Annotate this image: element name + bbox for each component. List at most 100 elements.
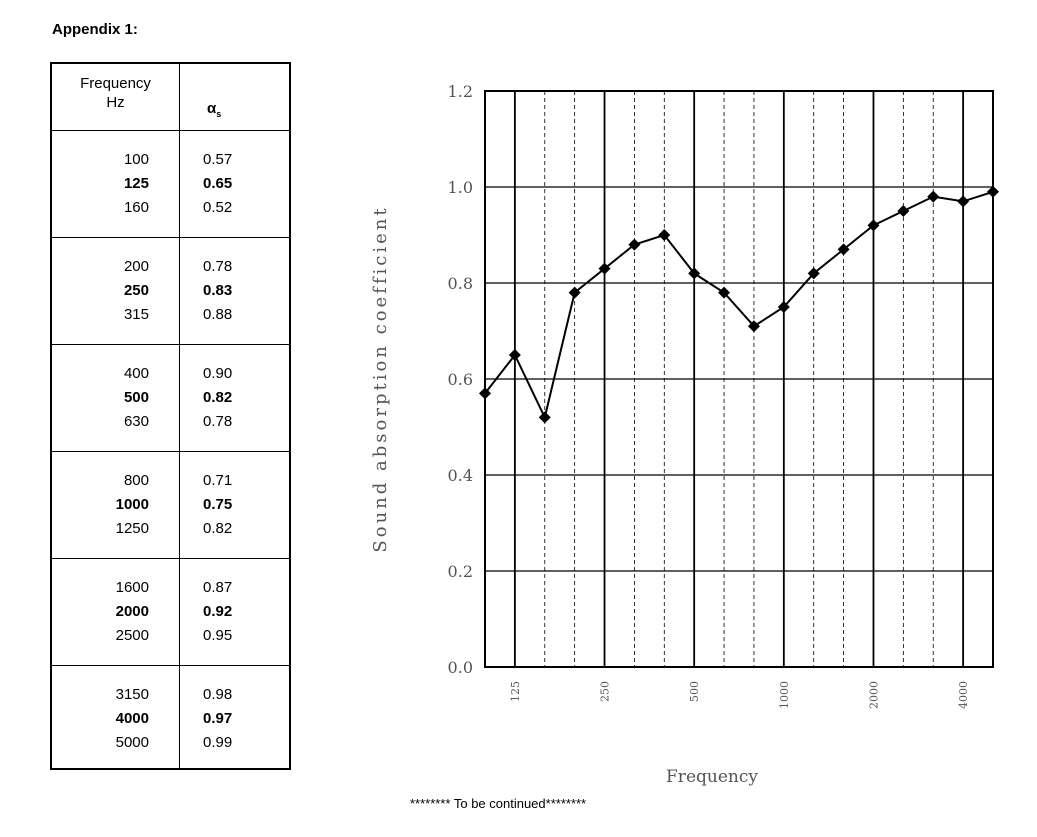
table-row: 100 0.57 bbox=[52, 148, 289, 172]
x-tick-label: 2000 bbox=[867, 681, 880, 709]
y-tick-label: 0.4 bbox=[448, 466, 473, 485]
frequency-cell: 400 bbox=[123, 365, 149, 382]
data-point-marker bbox=[628, 238, 641, 251]
data-point-marker bbox=[508, 349, 521, 361]
data-point-marker bbox=[688, 267, 701, 280]
appendix-title: Appendix 1: bbox=[52, 21, 138, 38]
data-point-marker bbox=[598, 262, 611, 275]
absorption-cell: 0.83 bbox=[203, 282, 233, 299]
header-frequency-unit: Hz bbox=[106, 94, 125, 111]
frequency-cell: 1000 bbox=[115, 496, 149, 513]
table-row: 5000 0.99 bbox=[52, 731, 289, 755]
x-tick-label: 250 bbox=[599, 681, 612, 702]
absorption-cell: 0.90 bbox=[203, 365, 233, 382]
frequency-cell: 5000 bbox=[115, 734, 149, 751]
y-axis-label: Sound absorption coefficient bbox=[370, 205, 391, 552]
absorption-cell: 0.78 bbox=[203, 413, 233, 430]
y-tick-label: 0.6 bbox=[448, 370, 473, 389]
absorption-cell: 0.71 bbox=[203, 472, 233, 489]
absorption-cell: 0.95 bbox=[203, 627, 233, 644]
table-row: 500 0.82 bbox=[52, 386, 289, 410]
absorption-cell: 0.82 bbox=[203, 520, 233, 537]
data-point-marker bbox=[897, 205, 910, 217]
absorption-chart: 0.0 0.2 0.4 0.6 0.8 1.0 1.2 125 250 500 1000 2000 40… bbox=[370, 82, 999, 787]
data-point-marker bbox=[718, 286, 731, 299]
data-point-marker bbox=[568, 286, 581, 299]
data-point-marker bbox=[837, 243, 850, 256]
absorption-cell: 0.75 bbox=[203, 496, 233, 513]
data-line bbox=[484, 190, 994, 421]
data-point-marker bbox=[867, 219, 880, 232]
y-tick-label: 0.2 bbox=[448, 562, 473, 581]
header-frequency-label: Frequency bbox=[80, 75, 151, 92]
x-tick-label: 1000 bbox=[778, 681, 791, 709]
data-point-marker bbox=[987, 185, 999, 198]
table-row: 315 0.88 bbox=[52, 303, 289, 327]
x-axis-label: Frequency bbox=[666, 767, 758, 787]
table-row: 1250 0.82 bbox=[52, 517, 289, 541]
table-row: 800 0.71 bbox=[52, 469, 289, 493]
table-row: 200 0.78 bbox=[52, 255, 289, 279]
table-row-group: 400 0.90 500 0.82 630 0.78 bbox=[52, 344, 289, 452]
table-column-divider bbox=[179, 64, 180, 768]
table-header: Frequency Hz αs bbox=[52, 64, 289, 131]
table-row: 160 0.52 bbox=[52, 196, 289, 220]
header-alpha-subscript: s bbox=[216, 109, 222, 119]
absorption-cell: 0.97 bbox=[203, 710, 233, 727]
data-point-marker bbox=[658, 229, 671, 241]
table-row-group: 200 0.78 250 0.83 315 0.88 bbox=[52, 237, 289, 345]
y-tick-label: 1.2 bbox=[448, 82, 473, 101]
x-tick-label: 125 bbox=[509, 681, 522, 702]
data-point-marker bbox=[777, 301, 790, 313]
table-row: 2500 0.95 bbox=[52, 624, 289, 648]
x-tick-label: 4000 bbox=[957, 681, 970, 709]
data-point-marker bbox=[927, 190, 940, 203]
table-row: 125 0.65 bbox=[52, 172, 289, 196]
absorption-cell: 0.88 bbox=[203, 306, 233, 323]
data-point-marker bbox=[538, 411, 551, 424]
frequency-cell: 250 bbox=[123, 282, 149, 299]
table-row: 1000 0.75 bbox=[52, 493, 289, 517]
absorption-cell: 0.92 bbox=[203, 603, 233, 620]
absorption-cell: 0.52 bbox=[203, 199, 233, 216]
table-row-group: 800 0.71 1000 0.75 1250 0.82 bbox=[52, 451, 289, 559]
absorption-cell: 0.57 bbox=[203, 151, 233, 168]
frequency-cell: 1600 bbox=[115, 579, 149, 596]
header-alpha-symbol: α bbox=[207, 100, 217, 117]
absorption-cell: 0.78 bbox=[203, 258, 233, 275]
table-row: 400 0.90 bbox=[52, 362, 289, 386]
frequency-cell: 160 bbox=[123, 199, 149, 216]
header-frequency: Frequency Hz bbox=[52, 74, 179, 112]
frequency-absorption-table: Frequency Hz αs 100 0.57 125 0.65 160 0.52 200… bbox=[50, 62, 291, 770]
frequency-cell: 4000 bbox=[115, 710, 149, 727]
frequency-cell: 315 bbox=[123, 306, 149, 323]
frequency-cell: 1250 bbox=[115, 520, 149, 537]
table-row: 250 0.83 bbox=[52, 279, 289, 303]
footer-note: ******** To be continued******** bbox=[410, 796, 587, 811]
table-row: 1600 0.87 bbox=[52, 576, 289, 600]
frequency-cell: 2000 bbox=[115, 603, 149, 620]
frequency-cell: 630 bbox=[123, 413, 149, 430]
frequency-cell: 125 bbox=[123, 175, 149, 192]
absorption-cell: 0.99 bbox=[203, 734, 233, 751]
table-row: 3150 0.98 bbox=[52, 683, 289, 707]
data-point-marker bbox=[747, 320, 760, 333]
header-absorption-coefficient: αs bbox=[207, 100, 221, 119]
absorption-cell: 0.65 bbox=[203, 175, 233, 192]
frequency-cell: 100 bbox=[123, 151, 149, 168]
data-point-marker bbox=[807, 267, 820, 280]
y-tick-label: 0.0 bbox=[448, 658, 473, 677]
table-row-group: 100 0.57 125 0.65 160 0.52 bbox=[52, 130, 289, 238]
y-tick-label: 0.8 bbox=[448, 274, 473, 293]
frequency-cell: 500 bbox=[123, 389, 149, 406]
table-row: 2000 0.92 bbox=[52, 600, 289, 624]
frequency-cell: 2500 bbox=[115, 627, 149, 644]
frequency-cell: 800 bbox=[123, 472, 149, 489]
table-row-group: 3150 0.98 4000 0.97 5000 0.99 bbox=[52, 665, 289, 772]
data-point-marker bbox=[479, 387, 491, 400]
table-row: 4000 0.97 bbox=[52, 707, 289, 731]
table-row: 630 0.78 bbox=[52, 410, 289, 434]
absorption-cell: 0.87 bbox=[203, 579, 233, 596]
y-tick-label: 1.0 bbox=[448, 178, 473, 197]
x-tick-label: 500 bbox=[688, 681, 701, 702]
